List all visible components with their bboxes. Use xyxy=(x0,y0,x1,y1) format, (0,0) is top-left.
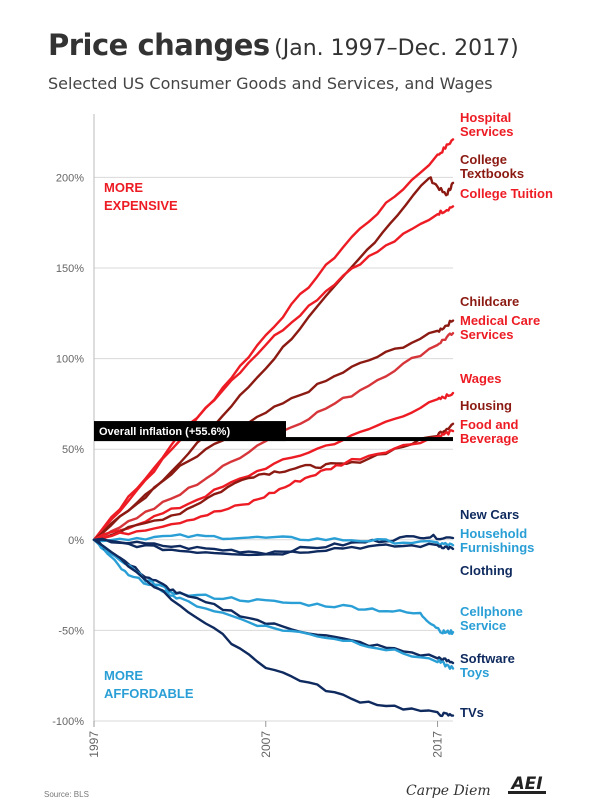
y-tick-label: 150% xyxy=(56,263,84,275)
y-tick-label: 0% xyxy=(68,535,84,547)
more-expensive-label: EXPENSIVE xyxy=(104,198,178,213)
series-line-childcare xyxy=(92,319,455,541)
series-label-software: Software xyxy=(460,651,515,666)
svg-text:AEI: AEI xyxy=(509,774,542,794)
more-affordable-label: AFFORDABLE xyxy=(104,686,194,701)
series-label-housing: Housing xyxy=(460,398,512,413)
series-line-software xyxy=(92,538,455,665)
series-line-new-cars xyxy=(92,533,455,556)
series-line-college-tuition xyxy=(92,205,455,541)
series-label-toys: Toys xyxy=(460,665,489,680)
series-label-college-tuition: College Tuition xyxy=(460,186,553,201)
more-expensive-label: MORE xyxy=(104,180,143,195)
x-tick-label: 2007 xyxy=(259,731,273,758)
series-label-hospital-services: Hospital xyxy=(460,110,511,125)
series-line-housing xyxy=(92,422,455,541)
inflation-label: Overall inflation (+55.6%) xyxy=(99,426,230,438)
series-label-household-furnishings: Furnishings xyxy=(460,540,534,555)
series-label-hospital-services: Services xyxy=(460,124,514,139)
series-line-hospital-services xyxy=(92,138,455,541)
series-label-food-and-beverage: Food and xyxy=(460,417,519,432)
series-line-food-and-beverage xyxy=(92,429,455,541)
series-line-medical-care-services xyxy=(92,332,455,541)
series-label-childcare: Childcare xyxy=(460,294,519,309)
source-note: Source: BLS xyxy=(44,790,89,799)
series-label-clothing: Clothing xyxy=(460,563,513,578)
y-tick-label: -50% xyxy=(58,625,84,637)
series-label-medical-care-services: Medical Care xyxy=(460,313,540,328)
series-line-household-furnishings xyxy=(92,533,455,547)
aei-logo: AEI xyxy=(508,774,546,794)
title-date-range: (Jan. 1997–Dec. 2017) xyxy=(274,36,519,61)
series-label-medical-care-services: Services xyxy=(460,327,514,342)
y-tick-label: 50% xyxy=(62,444,84,456)
series-label-new-cars: New Cars xyxy=(460,507,519,522)
series-label-tvs: TVs xyxy=(460,705,484,720)
series-label-college-textbooks: Textbooks xyxy=(460,166,524,181)
inflation-label-box xyxy=(94,421,286,442)
series-line-tvs xyxy=(92,538,455,718)
series-line-wages xyxy=(92,391,455,541)
carpe-diem-brand: Carpe Diem xyxy=(406,783,491,799)
y-tick-label: 100% xyxy=(56,354,84,366)
title-main: Price changes xyxy=(48,28,270,62)
series-label-cellphone-service: Service xyxy=(460,618,506,633)
y-tick-label: 200% xyxy=(56,172,84,184)
series-label-household-furnishings: Household xyxy=(460,526,527,541)
series-line-clothing xyxy=(92,538,455,557)
chart-subtitle: Selected US Consumer Goods and Services,… xyxy=(48,74,493,93)
series-line-college-textbooks xyxy=(92,176,455,541)
series-label-college-textbooks: College xyxy=(460,152,507,167)
y-tick-label: -100% xyxy=(52,716,84,728)
series-line-cellphone-service xyxy=(92,538,455,636)
series-label-food-and-beverage: Beverage xyxy=(460,431,519,446)
chart-title: Price changes (Jan. 1997–Dec. 2017) xyxy=(48,28,519,62)
x-tick-label: 2017 xyxy=(431,731,445,758)
more-affordable-label: MORE xyxy=(104,668,143,683)
series-label-cellphone-service: Cellphone xyxy=(460,604,523,619)
series-label-wages: Wages xyxy=(460,371,501,386)
x-tick-label: 1997 xyxy=(87,731,101,758)
